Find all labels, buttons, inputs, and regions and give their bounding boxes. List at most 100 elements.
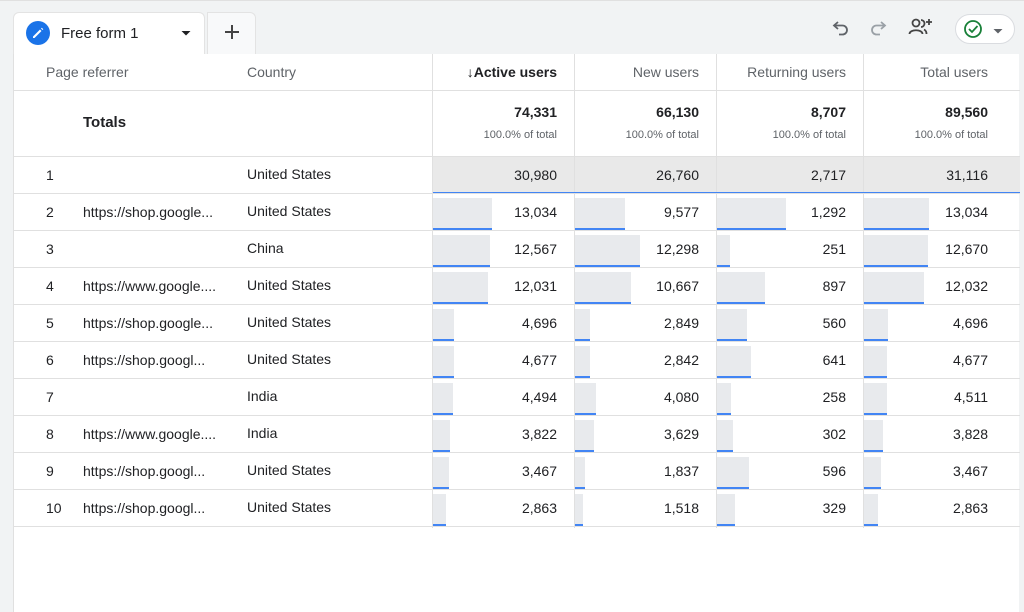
undo-icon [831, 17, 851, 42]
header-active-users[interactable]: ↓Active users [466, 64, 557, 80]
new-users-cell: 1,518 [663, 500, 699, 516]
value-bar [864, 457, 881, 489]
page-referrer-cell: https://shop.google... [83, 315, 213, 331]
header-new-users[interactable]: New users [632, 64, 699, 80]
page-referrer-cell: https://shop.google... [83, 204, 213, 220]
country-cell: United States [247, 499, 332, 515]
row-index: 4 [46, 278, 54, 294]
redo-icon [868, 17, 888, 42]
total-users-cell: 4,677 [952, 352, 988, 368]
new-users-cell: 2,842 [663, 352, 699, 368]
country-cell: India [247, 425, 278, 441]
status-dropdown[interactable] [955, 14, 1015, 44]
returning-users-cell: 251 [822, 241, 846, 257]
table-row[interactable]: 4 https://www.google.... United States 12,0… [14, 268, 1020, 305]
row-highlight [575, 157, 716, 194]
value-bar [575, 198, 625, 230]
row-highlight [433, 157, 574, 194]
new-users-cell: 1,837 [663, 463, 699, 479]
check-circle-icon [963, 19, 983, 44]
tab-free-form-1[interactable]: Free form 1 [13, 12, 205, 55]
header-page-referrer[interactable]: Page referrer [46, 64, 129, 80]
value-bar [717, 309, 747, 341]
edit-icon[interactable] [26, 21, 50, 45]
active-users-cell: 2,863 [521, 500, 557, 516]
total-users-cell: 13,034 [945, 204, 988, 220]
value-bar [864, 198, 929, 230]
value-bar [575, 420, 594, 452]
row-divider [14, 193, 1020, 194]
value-bar [575, 457, 585, 489]
country-cell: India [247, 388, 278, 404]
caret-down-icon[interactable] [180, 26, 192, 44]
new-users-cell: 10,667 [656, 278, 699, 294]
value-bar [717, 235, 730, 267]
total-users-cell: 31,116 [946, 167, 988, 183]
value-bar [717, 383, 731, 415]
total-users-cell: 4,696 [952, 315, 988, 331]
row-divider [14, 378, 1020, 379]
value-bar [864, 420, 883, 452]
value-bar [717, 272, 765, 304]
undo-button[interactable] [829, 17, 853, 41]
row-divider [14, 526, 1020, 527]
table-row[interactable]: 9 https://shop.googl... United States 3,467… [14, 453, 1020, 490]
active-users-cell: 30,980 [514, 167, 557, 183]
total-users-cell: 3,828 [952, 426, 988, 442]
active-users-cell: 3,467 [521, 463, 557, 479]
active-users-cell: 13,034 [514, 204, 557, 220]
row-highlight [717, 157, 863, 194]
active-users-cell: 4,677 [521, 352, 557, 368]
table-row[interactable]: 3 China 12,567 12,298 251 12,670 [14, 231, 1020, 268]
row-index: 5 [46, 315, 54, 331]
value-bar [433, 272, 488, 304]
row-divider [14, 341, 1020, 342]
share-button[interactable] [907, 17, 935, 41]
row-divider [14, 489, 1020, 490]
table-row[interactable]: 7 India 4,494 4,080 258 4,511 [14, 379, 1020, 416]
column-divider [863, 54, 864, 528]
returning-users-cell: 560 [822, 315, 846, 331]
new-users-cell: 12,298 [656, 241, 699, 257]
row-divider [14, 267, 1020, 268]
total-active-users-pct: 100.0% of total [483, 129, 557, 141]
add-tab-button[interactable] [207, 12, 256, 55]
header-country[interactable]: Country [247, 64, 297, 80]
page-referrer-cell: https://shop.googl... [83, 500, 206, 516]
value-bar [575, 346, 590, 378]
value-bar [575, 309, 590, 341]
value-bar [864, 309, 888, 341]
value-bar [575, 272, 631, 304]
table-row[interactable]: 1 United States 30,980 26,760 2,717 31,116 [14, 157, 1020, 194]
country-cell: United States [247, 203, 332, 219]
new-users-cell: 3,629 [663, 426, 699, 442]
value-bar [864, 235, 928, 267]
returning-users-cell: 641 [822, 352, 846, 368]
value-bar [864, 383, 887, 415]
returning-users-cell: 302 [822, 426, 846, 442]
totals-divider [14, 156, 1020, 157]
returning-users-cell: 596 [822, 463, 846, 479]
redo-button[interactable] [866, 17, 890, 41]
caret-down-icon [992, 24, 1004, 42]
table-row[interactable]: 6 https://shop.googl... United States 4,677… [14, 342, 1020, 379]
row-divider [14, 415, 1020, 416]
total-users-cell: 12,032 [945, 278, 988, 294]
total-returning-users-pct: 100.0% of total [772, 129, 846, 141]
country-cell: China [247, 240, 284, 256]
column-divider [432, 54, 433, 528]
value-bar [717, 346, 751, 378]
header-returning-users[interactable]: Returning users [747, 64, 846, 80]
header-total-users[interactable]: Total users [920, 64, 988, 80]
table-row[interactable]: 10 https://shop.googl... United States 2,86… [14, 490, 1020, 527]
header-divider [14, 90, 1020, 91]
page-referrer-cell: https://shop.googl... [83, 463, 206, 479]
share-icon [908, 17, 934, 42]
table-row[interactable]: 5 https://shop.google... United States 4,69… [14, 305, 1020, 342]
table-row[interactable]: 2 https://shop.google... United States 13,0… [14, 194, 1020, 231]
value-bar [864, 272, 924, 304]
page-referrer-cell: https://www.google.... [83, 426, 217, 442]
value-bar [864, 494, 878, 526]
table-row[interactable]: 8 https://www.google.... India 3,822 3,629 30… [14, 416, 1020, 453]
value-bar [717, 494, 735, 526]
